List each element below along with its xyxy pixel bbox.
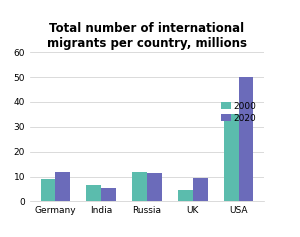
Bar bbox=[40, 179, 55, 201]
Title: Total number of international
migrants per country, millions: Total number of international migrants p… bbox=[47, 22, 247, 50]
Bar bbox=[224, 114, 239, 201]
Legend: 2000, 2020: 2000, 2020 bbox=[218, 98, 260, 126]
Bar bbox=[132, 172, 147, 201]
Bar bbox=[193, 178, 208, 201]
Bar bbox=[55, 172, 70, 201]
Bar bbox=[178, 190, 193, 201]
Bar bbox=[239, 77, 254, 201]
Bar bbox=[101, 188, 116, 201]
Bar bbox=[147, 173, 162, 201]
Bar bbox=[86, 185, 101, 201]
